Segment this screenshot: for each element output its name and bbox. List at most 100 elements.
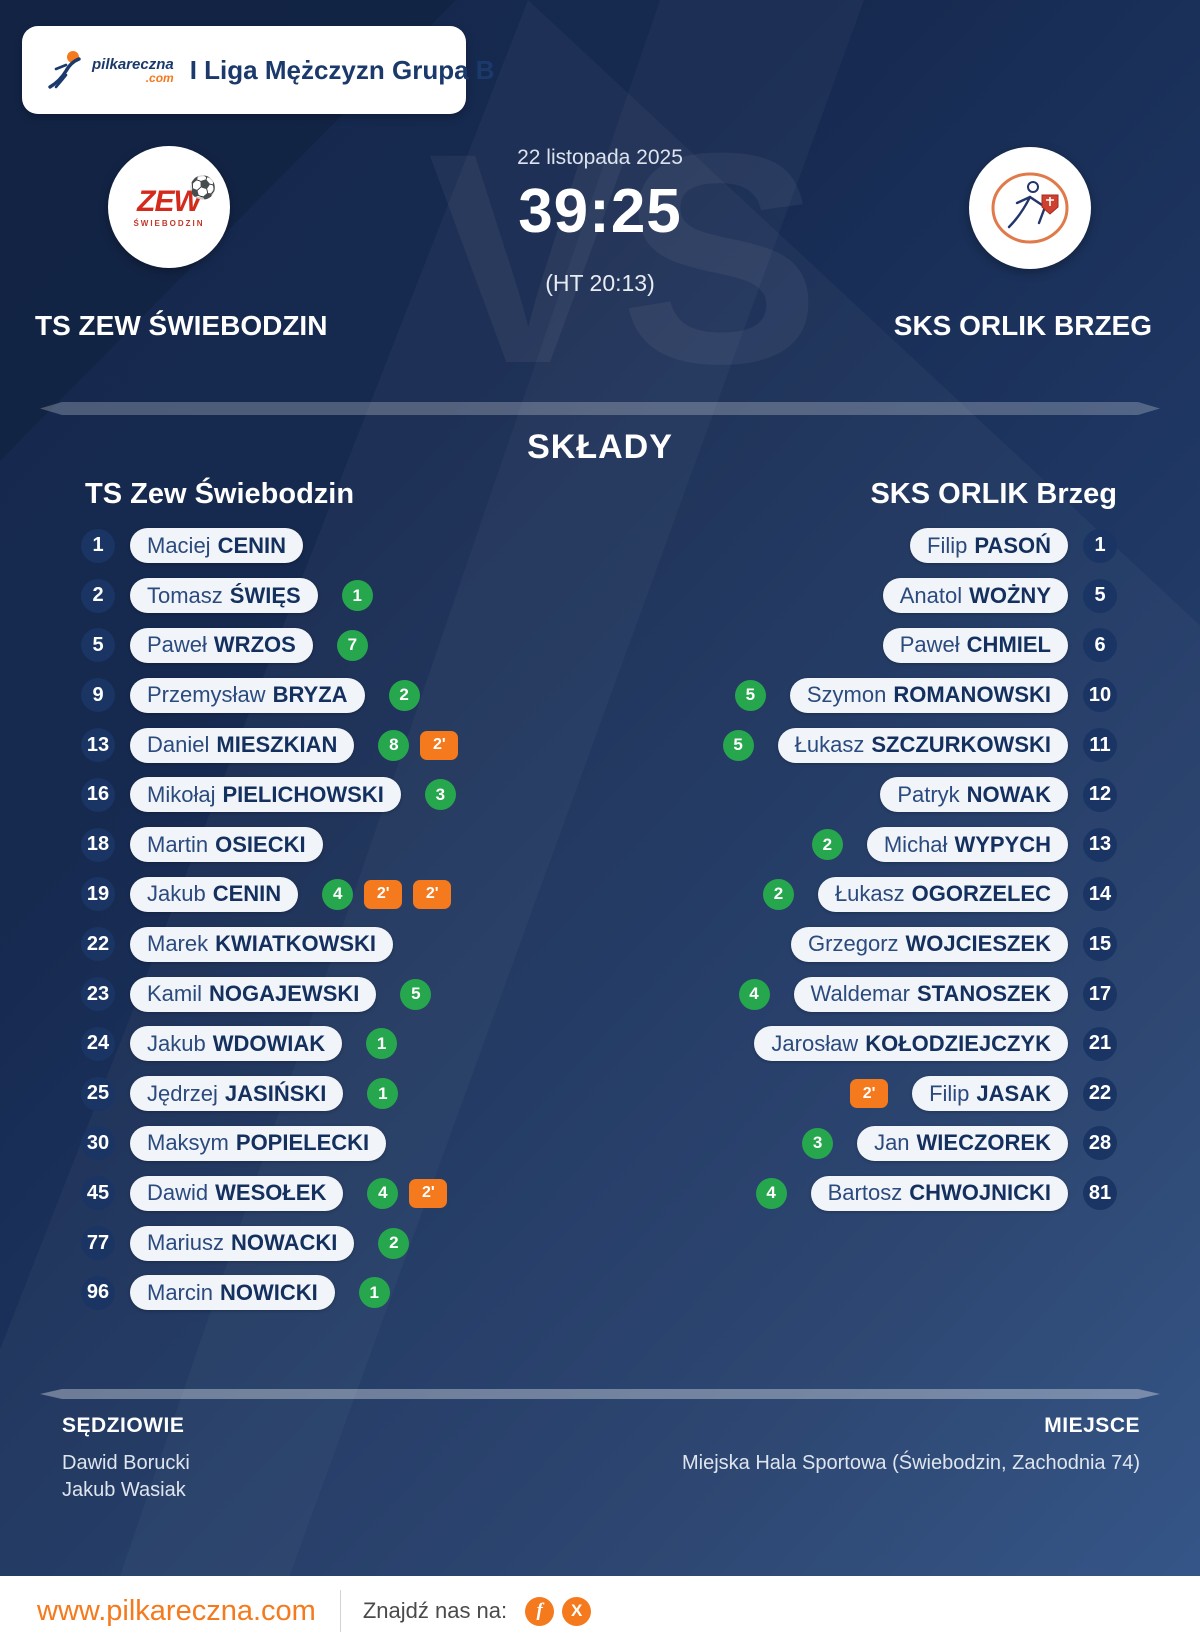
player-first-name: Łukasz [834, 881, 905, 907]
player-first-name: Jędrzej [147, 1080, 218, 1106]
player-first-name: Tomasz [147, 582, 223, 608]
player-number: 45 [81, 1176, 115, 1211]
goals-badge: 1 [341, 580, 373, 612]
player-number: 11 [1083, 728, 1117, 763]
player-row: 24 Jakub WDOWIAK 1 [81, 1019, 469, 1069]
player-last-name: OSIECKI [215, 831, 306, 857]
player-first-name: Jakub [147, 881, 206, 907]
player-row: 2 Michał WYPYCH 13 [801, 820, 1117, 870]
player-row: 3 Jan WIECZOREK 28 [791, 1119, 1117, 1169]
penalty-badge: 2' [420, 730, 459, 760]
player-last-name: WIECZOREK [916, 1130, 1051, 1156]
player-first-name: Paweł [147, 632, 207, 658]
player-row: 96 Marcin NOWICKI 1 [81, 1268, 469, 1318]
goals-badge: 2 [811, 829, 843, 861]
player-last-name: NOGAJEWSKI [209, 981, 360, 1007]
player-name-pill: Grzegorz WOJCIESZEK [791, 926, 1068, 962]
player-name-pill: Filip JASAK [912, 1076, 1068, 1112]
player-number: 12 [1083, 777, 1117, 812]
goals-badge: 2 [378, 1227, 410, 1259]
player-last-name: CENIN [217, 532, 287, 558]
brand-tld: .com [145, 70, 174, 85]
player-first-name: Marek [147, 931, 209, 957]
player-name-pill: Kamil NOGAJEWSKI [130, 976, 377, 1012]
home-team-name: TS ZEW ŚWIEBODZIN [35, 310, 328, 341]
player-first-name: Bartosz [827, 1180, 903, 1206]
player-number: 1 [81, 528, 115, 563]
away-team-name: SKS ORLIK BRZEG [893, 310, 1152, 341]
player-name-pill: Patryk NOWAK [880, 777, 1068, 813]
player-row: 18 Martin OSIECKI [81, 820, 469, 870]
player-last-name: WRZOS [213, 632, 296, 658]
goals-badge: 1 [358, 1277, 390, 1309]
soccer-ball-icon: ⚽ [189, 174, 217, 200]
player-first-name: Marcin [147, 1279, 214, 1305]
player-row: 5 Szymon ROMANOWSKI 10 [724, 670, 1117, 720]
player-row: 19 Jakub CENIN 4 2' 2' [81, 870, 469, 920]
player-name-pill: Łukasz SZCZURKOWSKI [777, 727, 1068, 763]
player-number: 15 [1083, 927, 1117, 962]
player-number: 81 [1083, 1176, 1117, 1211]
player-first-name: Michał [883, 831, 948, 857]
player-last-name: CENIN [212, 881, 282, 907]
handball-player-icon [48, 51, 81, 89]
goals-badge: 5 [400, 978, 432, 1010]
player-last-name: OGORZELEC [911, 881, 1051, 907]
halftime-score: (HT 20:13) [545, 270, 655, 296]
lineups-title: SKŁADY [527, 428, 673, 466]
player-name-pill: Waldemar STANOSZEK [793, 976, 1068, 1012]
section-divider [40, 402, 1160, 415]
player-row: Filip PASOŃ 1 [886, 521, 1117, 571]
player-number: 18 [81, 827, 115, 862]
player-last-name: NOWAK [966, 781, 1051, 807]
player-first-name: Kamil [147, 981, 203, 1007]
goals-badge: 1 [367, 1078, 399, 1110]
player-name-pill: Daniel MIESZKIAN [130, 727, 355, 763]
goals-badge: 5 [734, 679, 766, 711]
player-first-name: Mikołaj [147, 781, 216, 807]
goals-badge: 2 [762, 878, 794, 910]
player-number: 6 [1083, 628, 1117, 663]
player-last-name: PIELICHOWSKI [222, 781, 384, 807]
player-row: 5 Łukasz SZCZURKOWSKI 11 [712, 720, 1117, 770]
player-last-name: WOJCIESZEK [905, 931, 1051, 957]
player-row: 23 Kamil NOGAJEWSKI 5 [81, 969, 469, 1019]
player-number: 9 [81, 678, 115, 713]
orlik-crest-icon [991, 172, 1069, 244]
player-first-name: Jan [874, 1130, 910, 1156]
goals-badge: 8 [378, 729, 410, 761]
site-url[interactable]: www.pilkareczna.com [37, 1594, 316, 1627]
league-title: I Liga Mężczyzn Grupa B [189, 54, 495, 85]
referee-name: Dawid Borucki [62, 1452, 190, 1474]
penalty-badge: 2' [364, 879, 403, 909]
player-number: 13 [81, 728, 115, 763]
player-first-name: Dawid [147, 1180, 209, 1206]
penalty-badge: 2' [409, 1178, 448, 1208]
facebook-icon[interactable]: f [525, 1596, 555, 1626]
player-number: 21 [1083, 1026, 1117, 1061]
player-row: 13 Daniel MIESZKIAN 8 2' [81, 720, 469, 770]
player-last-name: KWIATKOWSKI [215, 931, 377, 957]
player-row: Paweł CHMIEL 6 [859, 621, 1117, 671]
footer-divider [339, 1590, 341, 1632]
vs-watermark: VS [427, 90, 820, 426]
final-score: 39:25 [518, 177, 682, 246]
player-row: 77 Mariusz NOWACKI 2 [81, 1218, 469, 1268]
away-roster: Filip PASOŃ 1 Anatol WOŻNY 5 Paweł CHMIEL 6 5 Szym… [712, 521, 1117, 1218]
find-us-label: Znajdź nas na: [362, 1598, 508, 1623]
player-name-pill: Filip PASOŃ [910, 528, 1068, 564]
player-last-name: CHMIEL [966, 632, 1051, 658]
goals-badge: 3 [424, 779, 456, 811]
player-first-name: Patryk [897, 781, 960, 807]
player-name-pill: Mariusz NOWACKI [130, 1225, 355, 1261]
player-last-name: WESOŁEK [215, 1180, 327, 1206]
player-row: 16 Mikołaj PIELICHOWSKI 3 [81, 770, 469, 820]
goals-badge: 4 [738, 978, 770, 1010]
player-number: 16 [81, 777, 115, 812]
player-name-pill: Jakub WDOWIAK [130, 1026, 343, 1062]
player-first-name: Daniel [147, 732, 210, 758]
away-team-logo [969, 147, 1091, 269]
x-icon[interactable]: X [562, 1596, 592, 1626]
player-row: 25 Jędrzej JASIŃSKI 1 [81, 1069, 469, 1119]
player-first-name: Grzegorz [808, 931, 899, 957]
